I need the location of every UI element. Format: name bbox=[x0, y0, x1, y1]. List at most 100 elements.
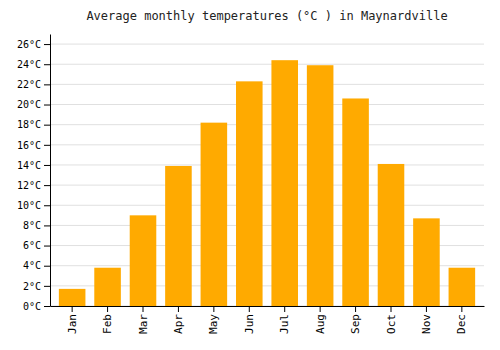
y-tick-mark bbox=[44, 84, 50, 85]
y-tick-mark bbox=[44, 64, 50, 65]
y-tick-mark bbox=[44, 125, 50, 126]
y-tick: 26°C bbox=[17, 39, 50, 50]
x-tick-mark bbox=[213, 306, 214, 312]
x-tick-label: Mar bbox=[137, 314, 150, 334]
y-tick-mark bbox=[44, 266, 50, 267]
y-tick-mark bbox=[44, 286, 50, 287]
bar bbox=[165, 166, 192, 306]
y-tick: 2°C bbox=[23, 281, 50, 292]
bar bbox=[449, 268, 476, 306]
y-tick-label: 2°C bbox=[23, 281, 41, 292]
x-tick-mark bbox=[426, 306, 427, 312]
y-tick-label: 22°C bbox=[17, 79, 41, 90]
bar bbox=[130, 215, 157, 306]
bars bbox=[59, 60, 475, 306]
y-tick-mark bbox=[44, 165, 50, 166]
bar bbox=[307, 65, 334, 306]
bar bbox=[236, 81, 263, 306]
x-tick: Apr bbox=[172, 306, 185, 334]
y-tick: 12°C bbox=[17, 180, 50, 191]
bar bbox=[342, 98, 369, 306]
x-tick-label: Feb bbox=[101, 314, 114, 334]
x-tick-mark bbox=[320, 306, 321, 312]
y-tick-label: 10°C bbox=[17, 200, 41, 211]
y-tick-label: 14°C bbox=[17, 160, 41, 171]
plot: Jan Feb Mar Apr May Jun Jul Aug Sep Oct Nov Dec 0°C 2… bbox=[17, 35, 485, 334]
x-tick-mark bbox=[178, 306, 179, 312]
y-tick-label: 26°C bbox=[17, 39, 41, 50]
grid-line bbox=[50, 124, 484, 125]
x-tick-label: Oct bbox=[385, 314, 398, 334]
x-tick-mark bbox=[143, 306, 144, 312]
y-tick-label: 16°C bbox=[17, 140, 41, 151]
y-tick-label: 18°C bbox=[17, 119, 41, 130]
y-tick-mark bbox=[44, 205, 50, 206]
x-tick: Sep bbox=[349, 306, 362, 334]
y-axis-line bbox=[50, 35, 51, 307]
y-tick-label: 4°C bbox=[23, 260, 41, 271]
y-tick-label: 12°C bbox=[17, 180, 41, 191]
x-tick-mark bbox=[249, 306, 250, 312]
grid-line bbox=[50, 164, 484, 165]
x-tick-label: Aug bbox=[314, 314, 327, 334]
y-axis: 0°C 2°C 4°C 6°C 8°C 10°C 12°C 14°C 16°C 18°C 20°C 2… bbox=[17, 35, 51, 312]
y-tick: 14°C bbox=[17, 160, 50, 171]
x-tick-mark bbox=[391, 306, 392, 312]
y-tick-mark bbox=[44, 145, 50, 146]
y-tick-mark bbox=[44, 306, 50, 307]
grid bbox=[50, 44, 484, 306]
x-tick: Jun bbox=[243, 306, 256, 334]
y-tick: 24°C bbox=[17, 59, 50, 70]
bar bbox=[59, 289, 86, 306]
y-tick: 22°C bbox=[17, 79, 50, 90]
x-tick-label: Dec bbox=[455, 314, 468, 334]
y-tick: 4°C bbox=[23, 260, 50, 271]
y-tick-label: 24°C bbox=[17, 59, 41, 70]
x-tick-label: Jul bbox=[278, 314, 291, 334]
grid-line bbox=[50, 185, 484, 186]
x-tick: Feb bbox=[101, 306, 114, 334]
grid-line bbox=[50, 44, 484, 45]
y-tick-mark bbox=[44, 225, 50, 226]
bar bbox=[413, 218, 440, 306]
title: Average monthly temperatures (°C ) in Ma… bbox=[86, 9, 447, 23]
y-tick-mark bbox=[44, 185, 50, 186]
x-axis-line bbox=[51, 306, 485, 307]
x-tick-mark bbox=[461, 306, 462, 312]
x-tick-label: May bbox=[207, 314, 220, 334]
x-axis: Jan Feb Mar Apr May Jun Jul Aug Sep Oct Nov Dec bbox=[51, 306, 485, 334]
x-tick-label: Nov bbox=[420, 314, 433, 334]
bar bbox=[378, 164, 405, 306]
x-tick: Nov bbox=[420, 306, 433, 334]
x-tick: Jul bbox=[278, 306, 291, 334]
y-tick: 10°C bbox=[17, 200, 50, 211]
y-tick: 16°C bbox=[17, 140, 50, 151]
bar bbox=[94, 268, 121, 306]
bar bbox=[201, 123, 228, 306]
x-tick: Oct bbox=[385, 306, 398, 334]
y-tick: 0°C bbox=[23, 301, 50, 312]
grid-line bbox=[50, 104, 484, 105]
chart: Jan Feb Mar Apr May Jun Jul Aug Sep Oct Nov Dec 0°C 2… bbox=[0, 0, 500, 350]
x-tick: May bbox=[207, 306, 220, 334]
x-tick: Aug bbox=[314, 306, 327, 334]
y-tick-label: 6°C bbox=[23, 240, 41, 251]
x-tick-mark bbox=[107, 306, 108, 312]
y-tick: 6°C bbox=[23, 240, 50, 251]
x-tick-mark bbox=[355, 306, 356, 312]
grid-line bbox=[50, 205, 484, 206]
y-tick-mark bbox=[44, 105, 50, 106]
y-tick-mark bbox=[44, 246, 50, 247]
x-tick: Dec bbox=[455, 306, 468, 334]
grid-line bbox=[50, 64, 484, 65]
x-tick-label: Jan bbox=[66, 314, 79, 334]
y-tick: 18°C bbox=[17, 119, 50, 130]
y-tick: 20°C bbox=[17, 99, 50, 110]
x-tick-mark bbox=[284, 306, 285, 312]
x-tick-mark bbox=[72, 306, 73, 312]
x-tick: Jan bbox=[66, 306, 79, 334]
grid-line bbox=[50, 84, 484, 85]
y-tick: 8°C bbox=[23, 220, 50, 231]
x-tick: Mar bbox=[137, 306, 150, 334]
x-tick-label: Apr bbox=[172, 314, 185, 334]
